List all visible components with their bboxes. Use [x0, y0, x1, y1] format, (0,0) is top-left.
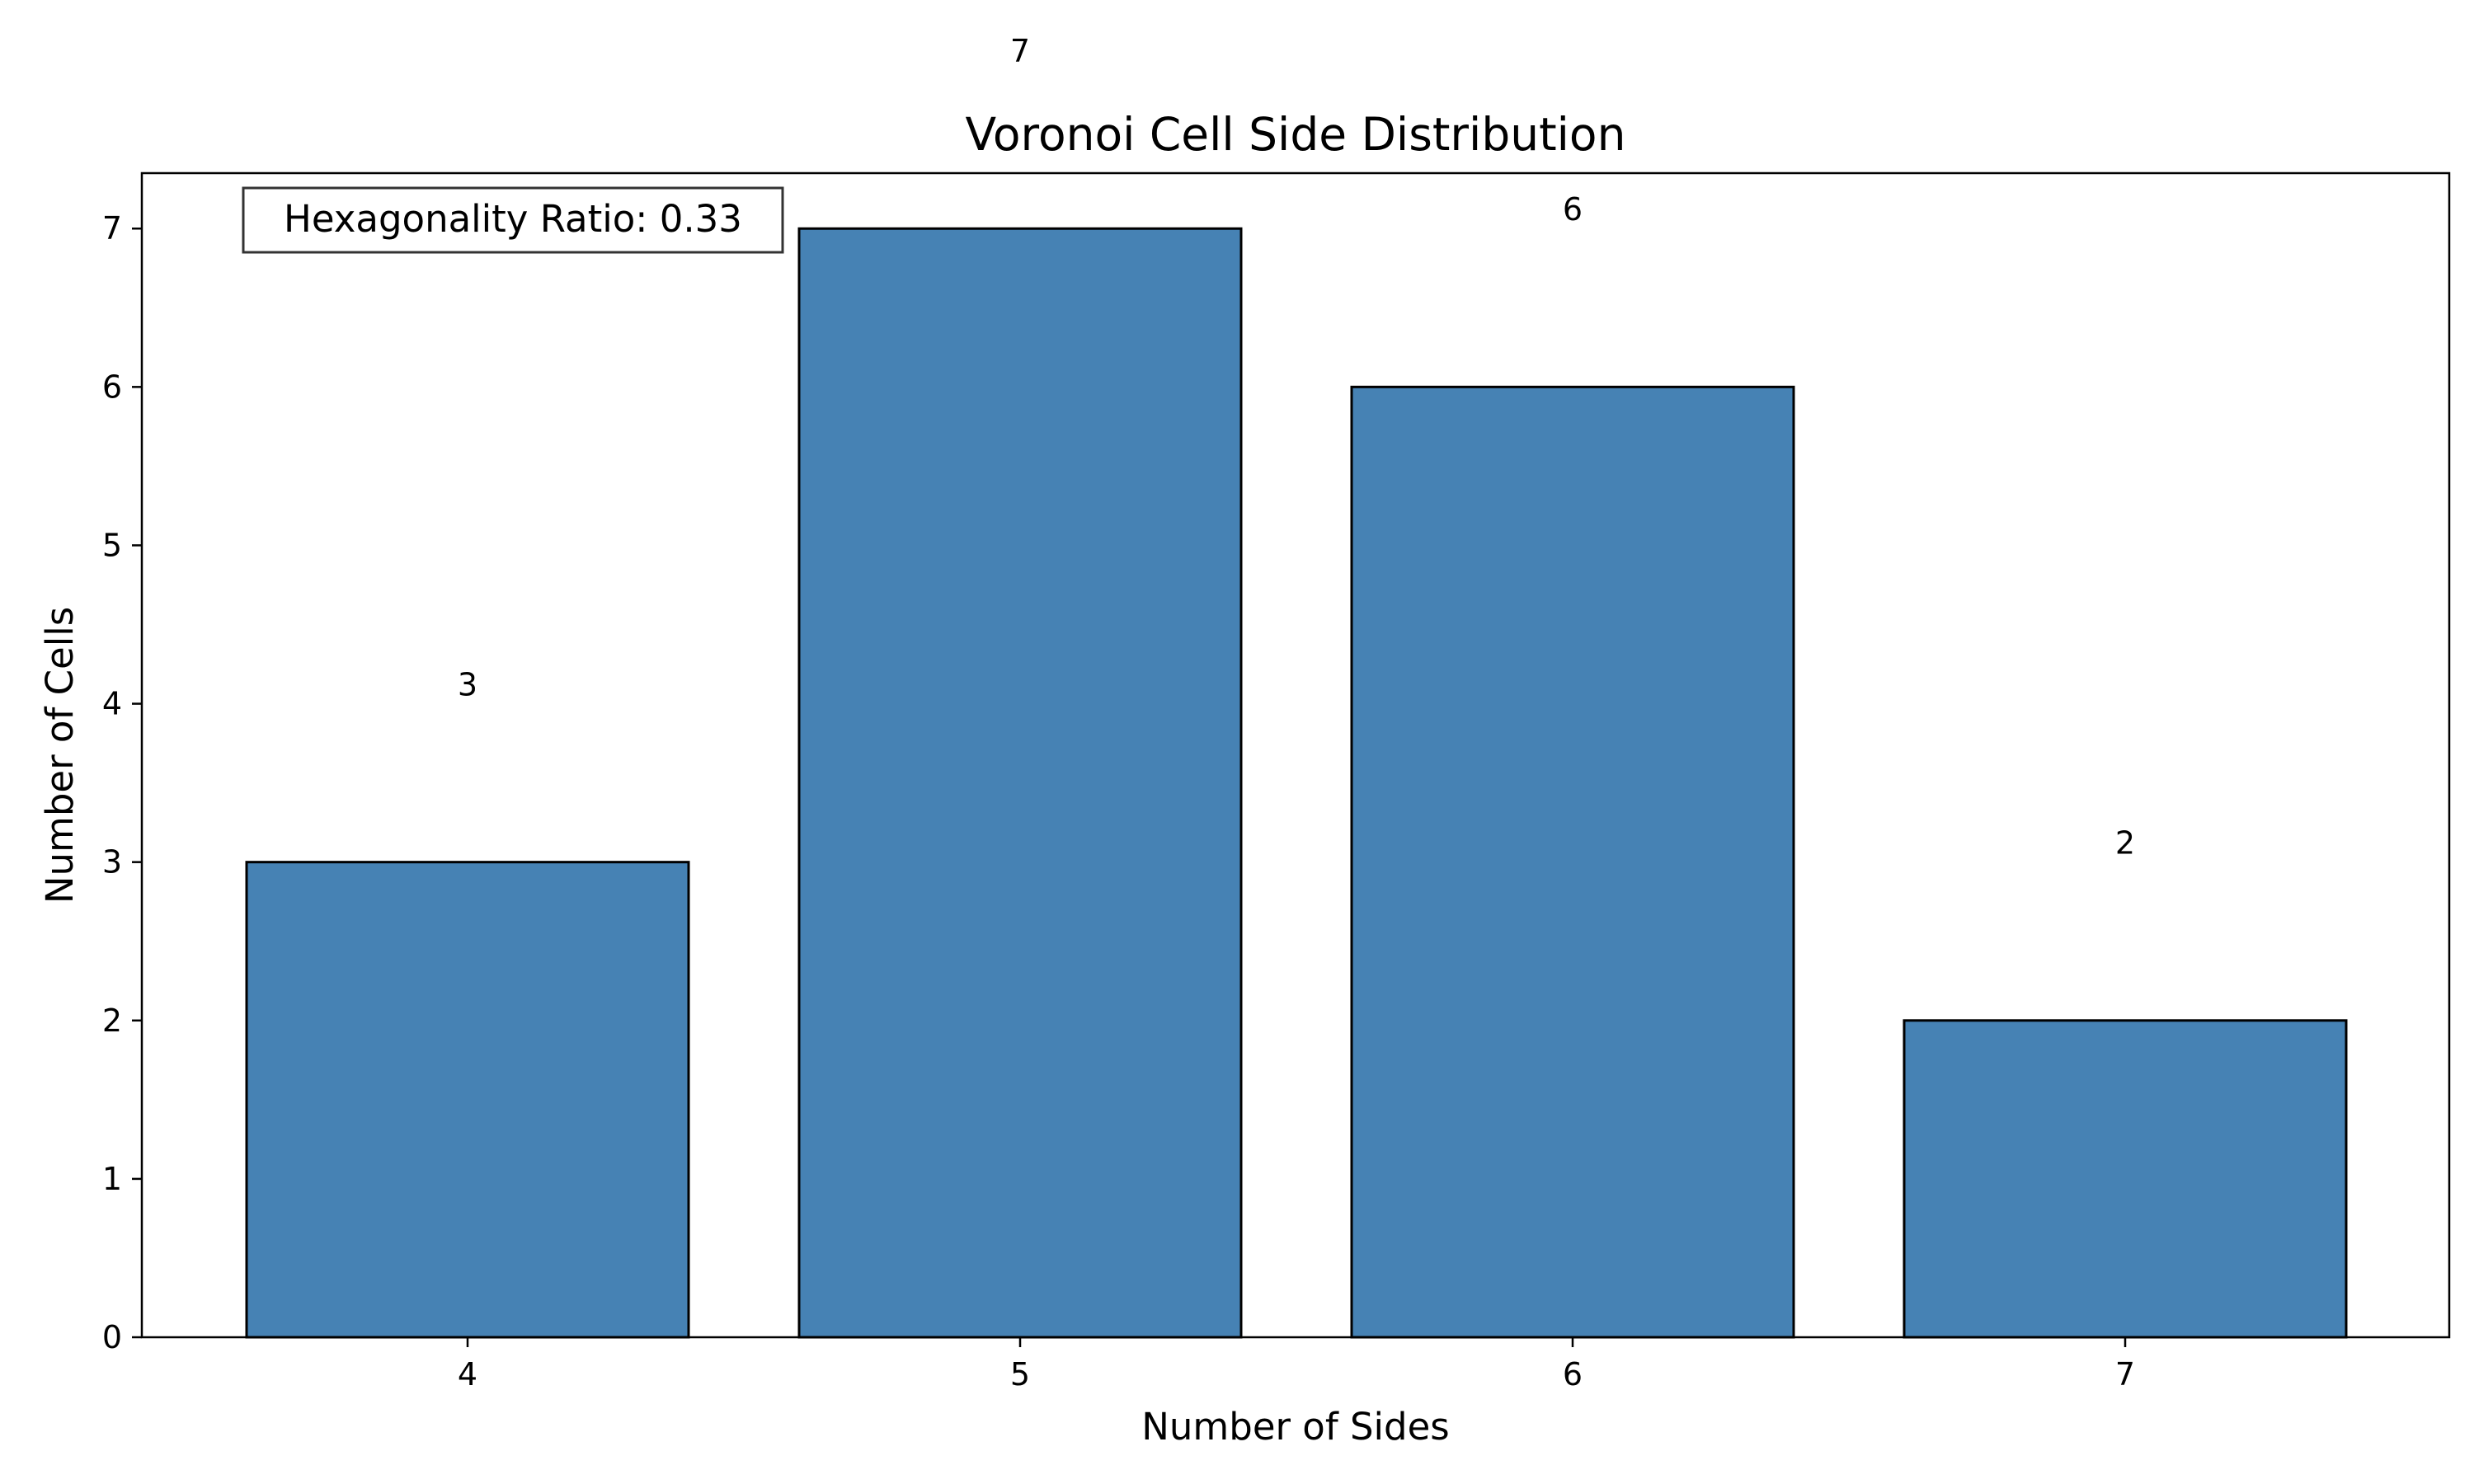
chart-title: Voronoi Cell Side Distribution — [966, 108, 1626, 161]
x-axis-label: Number of Sides — [1141, 1405, 1450, 1449]
y-tick-label-1: 1 — [102, 1161, 122, 1197]
annotation-box — [242, 186, 784, 254]
bar-5 — [797, 227, 1243, 1339]
x-tick-label-7: 7 — [2115, 1356, 2135, 1392]
x-tick-label-4: 4 — [458, 1356, 477, 1392]
x-axis-ticks: 4 5 6 7 — [458, 1337, 2135, 1392]
y-tick-label-0: 0 — [102, 1319, 122, 1355]
y-tick-label-3: 3 — [102, 844, 122, 881]
y-tick-label-5: 5 — [102, 527, 122, 563]
bar-value-label-5: 7 — [1010, 33, 1030, 69]
bar-value-label-4: 3 — [458, 667, 477, 703]
y-tick-label-2: 2 — [102, 1003, 122, 1039]
y-axis-label: Number of Cells — [38, 607, 82, 904]
annotation-text: Hexagonality Ratio: 0.33 — [284, 197, 742, 241]
bar-value-label-7: 2 — [2115, 825, 2135, 862]
bars-group — [245, 227, 2348, 1339]
bar-4 — [245, 861, 690, 1339]
y-tick-label-4: 4 — [102, 686, 122, 722]
y-tick-label-6: 6 — [102, 369, 122, 405]
x-tick-label-5: 5 — [1010, 1356, 1030, 1392]
bar-6 — [1350, 385, 1795, 1339]
bar-value-label-6: 6 — [1563, 191, 1583, 228]
plot-area-frame — [140, 171, 2451, 1339]
x-tick-label-6: 6 — [1563, 1356, 1583, 1392]
y-axis-ticks: 0 1 2 3 4 5 6 7 — [102, 210, 142, 1355]
bar-labels-group: 3 7 6 2 — [458, 33, 2135, 862]
hexagonality-annotation: Hexagonality Ratio: 0.33 — [242, 186, 784, 254]
y-tick-label-7: 7 — [102, 210, 122, 247]
bar-7 — [1903, 1019, 2348, 1339]
